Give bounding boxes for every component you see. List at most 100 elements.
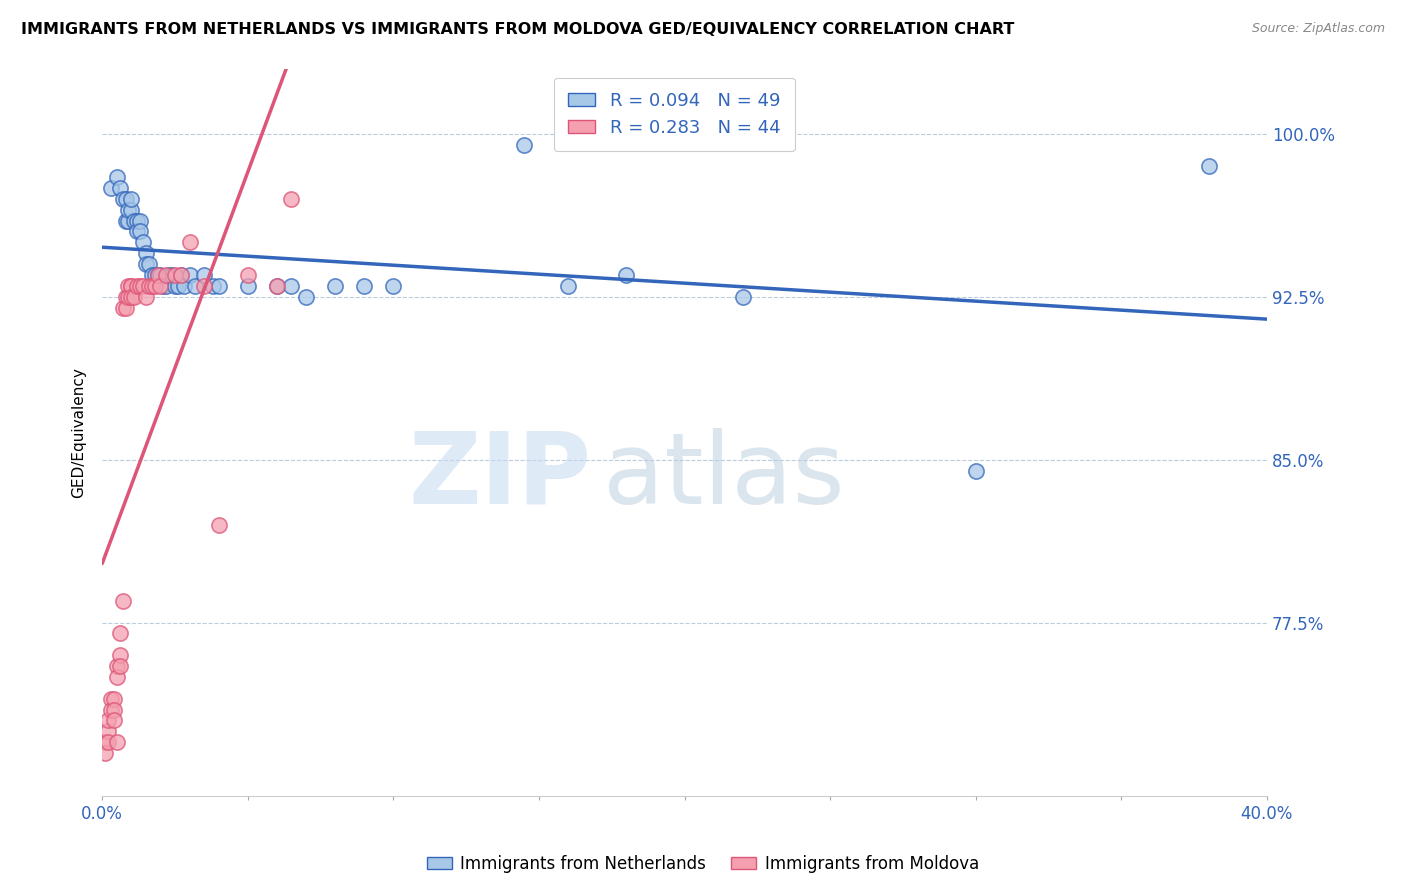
Legend: R = 0.094   N = 49, R = 0.283   N = 44: R = 0.094 N = 49, R = 0.283 N = 44 <box>554 78 794 152</box>
Point <box>280 278 302 293</box>
Point <box>614 268 637 282</box>
Point <box>103 691 125 706</box>
Point <box>135 290 157 304</box>
Point <box>117 290 139 304</box>
Point <box>157 268 180 282</box>
Point <box>114 290 136 304</box>
Point <box>146 268 169 282</box>
Point <box>97 735 120 749</box>
Point <box>280 192 302 206</box>
Point <box>149 268 172 282</box>
Point <box>132 278 155 293</box>
Point <box>127 213 149 227</box>
Point <box>117 202 139 217</box>
Point <box>208 517 231 532</box>
Point <box>731 290 754 304</box>
Point <box>295 290 318 304</box>
Point <box>266 278 288 293</box>
Text: IMMIGRANTS FROM NETHERLANDS VS IMMIGRANTS FROM MOLDOVA GED/EQUIVALENCY CORRELATI: IMMIGRANTS FROM NETHERLANDS VS IMMIGRANT… <box>21 22 1015 37</box>
Point <box>138 257 160 271</box>
Point <box>120 278 142 293</box>
Text: ZIP: ZIP <box>409 427 592 524</box>
Point <box>100 181 122 195</box>
Point <box>120 202 142 217</box>
Point <box>141 268 163 282</box>
Point <box>173 278 195 293</box>
Point <box>108 659 131 673</box>
Point <box>97 714 120 728</box>
Point <box>105 735 128 749</box>
Point <box>160 268 183 282</box>
Legend: Immigrants from Netherlands, Immigrants from Moldova: Immigrants from Netherlands, Immigrants … <box>420 848 986 880</box>
Point <box>266 278 288 293</box>
Point <box>122 290 145 304</box>
Point <box>117 213 139 227</box>
Point <box>97 724 120 739</box>
Point <box>135 257 157 271</box>
Point <box>127 225 149 239</box>
Point <box>163 268 186 282</box>
Point <box>141 278 163 293</box>
Point <box>117 278 139 293</box>
Point <box>236 278 259 293</box>
Point <box>105 170 128 185</box>
Point <box>184 278 207 293</box>
Point <box>114 301 136 315</box>
Point <box>122 213 145 227</box>
Point <box>323 278 346 293</box>
Point <box>94 735 117 749</box>
Point <box>143 268 166 282</box>
Point <box>120 290 142 304</box>
Point <box>143 278 166 293</box>
Point <box>111 301 134 315</box>
Point <box>120 192 142 206</box>
Point <box>382 278 405 293</box>
Point <box>114 213 136 227</box>
Point <box>152 278 174 293</box>
Point <box>135 246 157 260</box>
Point <box>103 702 125 716</box>
Point <box>1198 159 1220 173</box>
Point <box>108 626 131 640</box>
Point <box>94 746 117 760</box>
Point <box>353 278 375 293</box>
Text: Source: ZipAtlas.com: Source: ZipAtlas.com <box>1251 22 1385 36</box>
Y-axis label: GED/Equivalency: GED/Equivalency <box>72 367 86 498</box>
Point <box>557 278 579 293</box>
Point <box>236 268 259 282</box>
Point <box>129 213 152 227</box>
Point <box>193 278 215 293</box>
Point <box>167 278 190 293</box>
Point <box>149 278 172 293</box>
Point <box>513 137 536 152</box>
Point <box>105 659 128 673</box>
Point <box>108 648 131 663</box>
Point <box>114 192 136 206</box>
Point <box>129 278 152 293</box>
Point <box>138 278 160 293</box>
Point <box>111 594 134 608</box>
Point <box>108 181 131 195</box>
Point <box>201 278 224 293</box>
Point <box>208 278 231 293</box>
Point <box>163 278 186 293</box>
Point <box>103 714 125 728</box>
Point <box>100 702 122 716</box>
Point <box>179 268 201 282</box>
Point <box>155 278 177 293</box>
Point <box>170 268 193 282</box>
Point <box>170 268 193 282</box>
Point <box>100 691 122 706</box>
Point <box>111 192 134 206</box>
Point <box>105 670 128 684</box>
Point <box>179 235 201 250</box>
Text: atlas: atlas <box>603 427 845 524</box>
Point <box>965 463 987 477</box>
Point <box>193 268 215 282</box>
Point <box>127 278 149 293</box>
Point <box>132 235 155 250</box>
Point <box>129 225 152 239</box>
Point <box>120 278 142 293</box>
Point <box>155 268 177 282</box>
Point <box>146 268 169 282</box>
